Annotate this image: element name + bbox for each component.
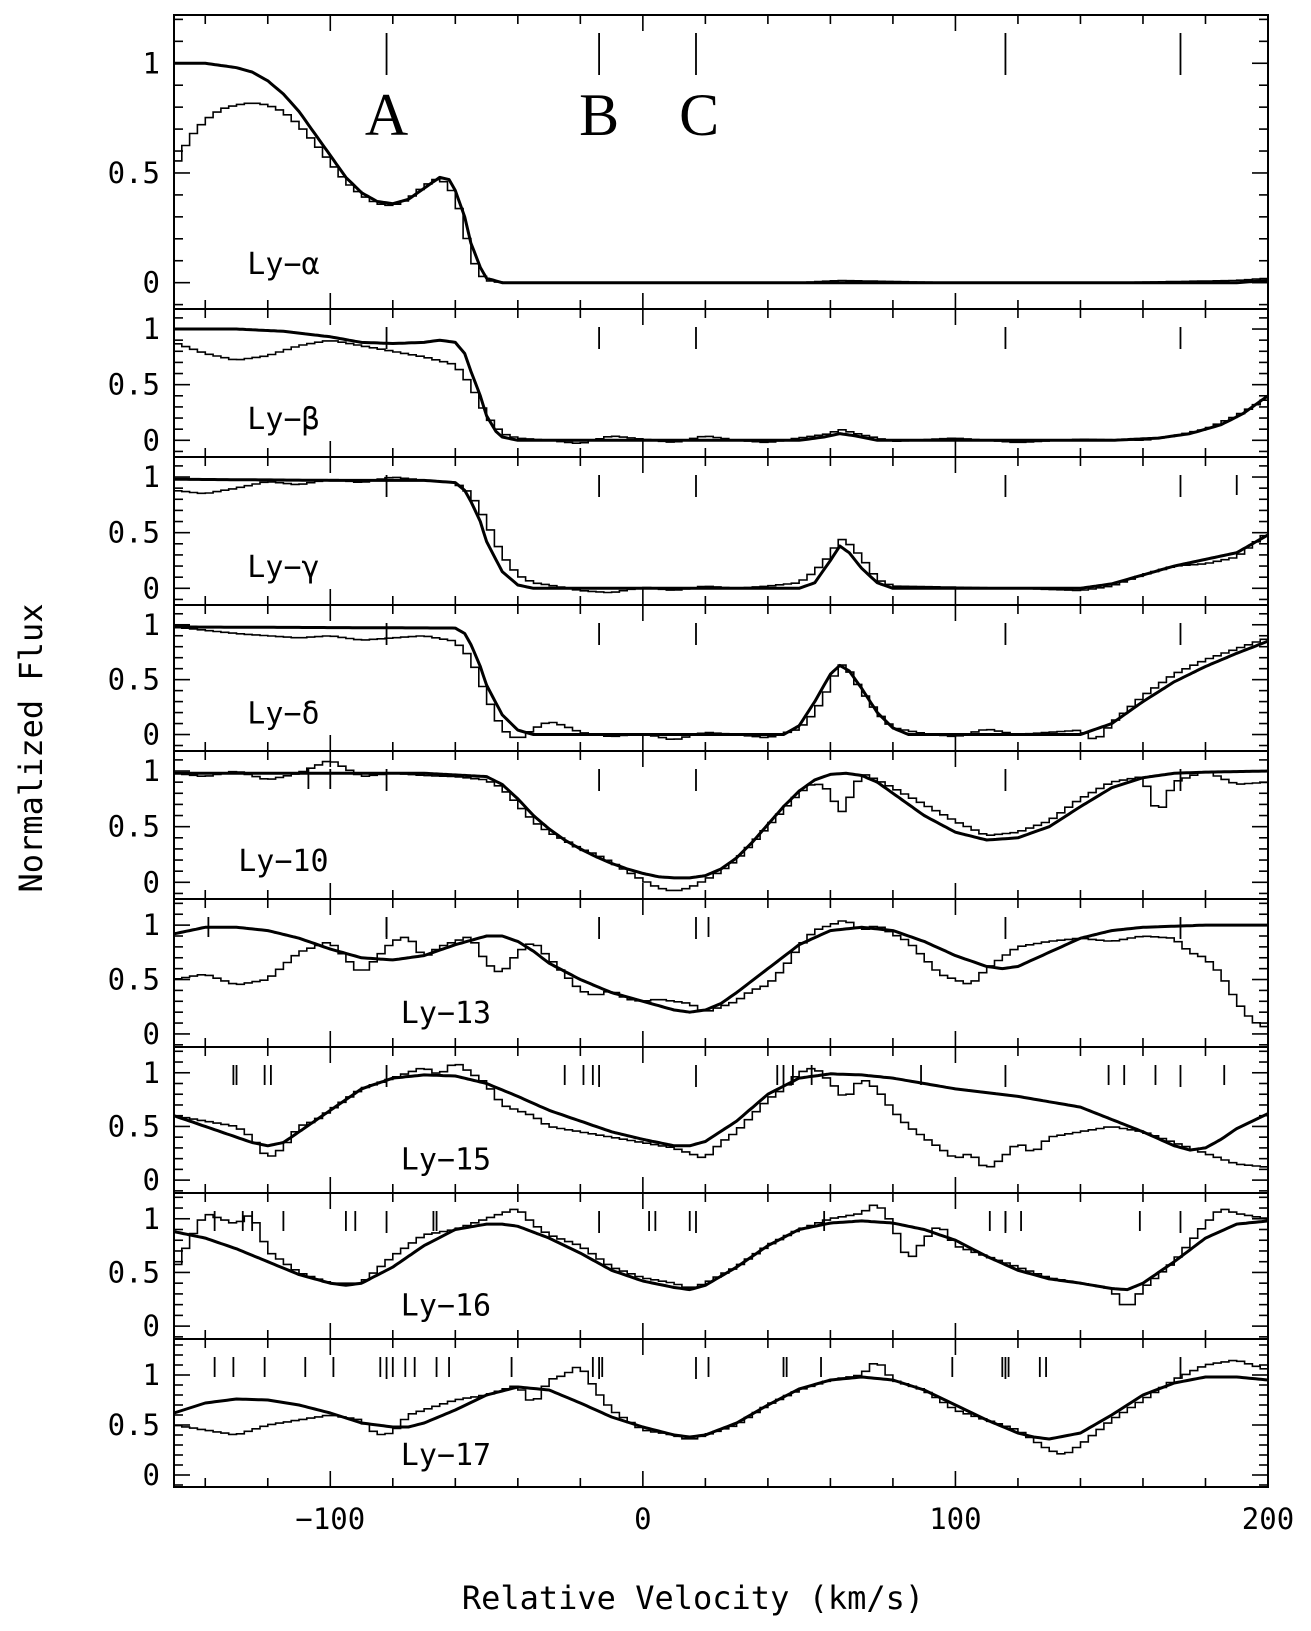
panel-1: 0 0.5 1 Ly−α A B C: [108, 14, 1269, 310]
model-curve: [174, 625, 1268, 736]
panel-frame: [173, 1046, 1269, 1194]
transition-label: Ly−β: [247, 402, 319, 437]
data-histogram: [174, 476, 1268, 594]
transition-label: Ly−γ: [247, 550, 319, 585]
y-tick-label: 1: [143, 1056, 160, 1090]
panel-4: 0 0.5 1 Ly−δ: [108, 604, 1269, 752]
y-tick-label: 0: [143, 865, 160, 899]
data-histogram: [174, 626, 1268, 740]
transition-label: Ly−17: [401, 1438, 491, 1473]
y-tick-label: 0.5: [108, 663, 160, 697]
y-tick-label: 0.5: [108, 1408, 160, 1442]
x-tick-label: −100: [295, 1502, 365, 1536]
y-tick-label: 1: [143, 908, 160, 942]
x-axis-title: Relative Velocity (km/s): [462, 1579, 924, 1617]
y-tick-label: 0: [143, 571, 160, 605]
y-tick-label: 0.5: [108, 516, 160, 550]
y-tick-label: 1: [143, 312, 160, 346]
y-tick-label: 0.5: [108, 810, 160, 844]
data-histogram: [174, 1359, 1268, 1455]
y-tick-label: 0: [143, 1309, 160, 1343]
panel-3: 0 0.5 1 Ly−γ: [108, 456, 1269, 606]
y-tick-label: 0: [143, 423, 160, 457]
panel-frame: [173, 898, 1269, 1048]
transition-label: Ly−13: [401, 996, 491, 1031]
y-tick-label: 0.5: [108, 368, 160, 402]
transition-label: Ly−α: [247, 247, 319, 282]
model-curve: [174, 327, 1268, 442]
panel-frame: [173, 1192, 1269, 1340]
panel-frame: [173, 14, 1269, 310]
model-curve: [174, 769, 1268, 880]
transition-label: Ly−15: [401, 1142, 491, 1177]
y-tick-label: 0: [143, 718, 160, 752]
y-tick-label: 1: [143, 1202, 160, 1236]
x-tick-label: 100: [929, 1502, 981, 1536]
y-tick-label: 0: [143, 266, 160, 300]
panel-frame: [173, 1338, 1269, 1488]
model-curve: [174, 923, 1268, 1014]
component-label-c: C: [679, 82, 719, 148]
model-curve: [174, 1375, 1268, 1441]
transition-label: Ly−16: [401, 1288, 491, 1323]
x-tick-label: 0: [634, 1502, 651, 1536]
y-tick-label: 1: [143, 608, 160, 642]
y-tick-label: 0.5: [108, 1109, 160, 1143]
panel-5: 0 0.5 1 Ly−10: [108, 750, 1269, 900]
data-histogram: [174, 1204, 1268, 1306]
x-tick-label: 200: [1242, 1502, 1294, 1536]
y-tick-label: 1: [143, 46, 160, 80]
y-tick-label: 1: [143, 1358, 160, 1392]
panel-frame: [173, 308, 1269, 458]
y-tick-label: 0: [143, 1458, 160, 1492]
panel-9: 0 0.5 1 Ly−17: [108, 1338, 1269, 1492]
panel-6: 0 0.5 1 Ly−13: [108, 898, 1269, 1051]
y-axis-title: Normalized Flux: [12, 604, 50, 893]
model-curve: [174, 61, 1268, 285]
y-tick-label: 0: [143, 1017, 160, 1051]
data-histogram: [174, 102, 1268, 284]
data-histogram: [174, 760, 1268, 892]
model-curve: [174, 1219, 1268, 1292]
y-tick-label: 0.5: [108, 156, 160, 190]
component-label-a: A: [365, 82, 408, 148]
x-axis: −100 0 100 200: [295, 1502, 1294, 1536]
model-curve: [174, 477, 1268, 590]
y-tick-label: 0.5: [108, 1255, 160, 1289]
data-histogram: [174, 920, 1268, 1028]
panel-8: 0 0.5 1 Ly−16: [108, 1192, 1269, 1343]
panel-2: 0 0.5 1 Ly−β: [108, 308, 1269, 458]
y-tick-label: 0.5: [108, 963, 160, 997]
model-curve: [174, 1072, 1268, 1152]
data-histogram: [174, 340, 1268, 444]
component-label-b: B: [579, 82, 619, 148]
transition-label: Ly−δ: [247, 697, 319, 732]
y-tick-label: 1: [143, 754, 160, 788]
y-tick-label: 1: [143, 460, 160, 494]
y-tick-label: 0: [143, 1163, 160, 1197]
transition-label: Ly−10: [238, 844, 328, 879]
panel-7: 0 0.5 1 Ly−15: [108, 1046, 1269, 1197]
